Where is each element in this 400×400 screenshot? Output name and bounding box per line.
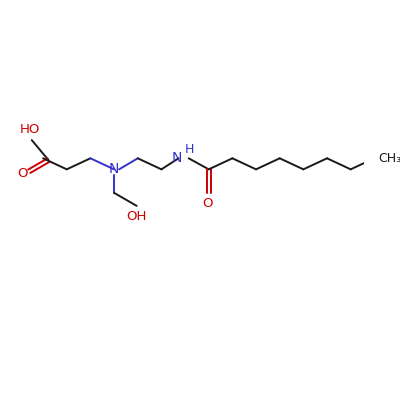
Text: N: N bbox=[109, 162, 119, 176]
Text: O: O bbox=[18, 166, 28, 180]
Text: OH: OH bbox=[126, 210, 147, 223]
Text: O: O bbox=[203, 197, 213, 210]
Text: N: N bbox=[172, 150, 182, 164]
Text: CH₃: CH₃ bbox=[379, 152, 400, 165]
Text: HO: HO bbox=[20, 123, 40, 136]
Text: H: H bbox=[185, 144, 194, 156]
